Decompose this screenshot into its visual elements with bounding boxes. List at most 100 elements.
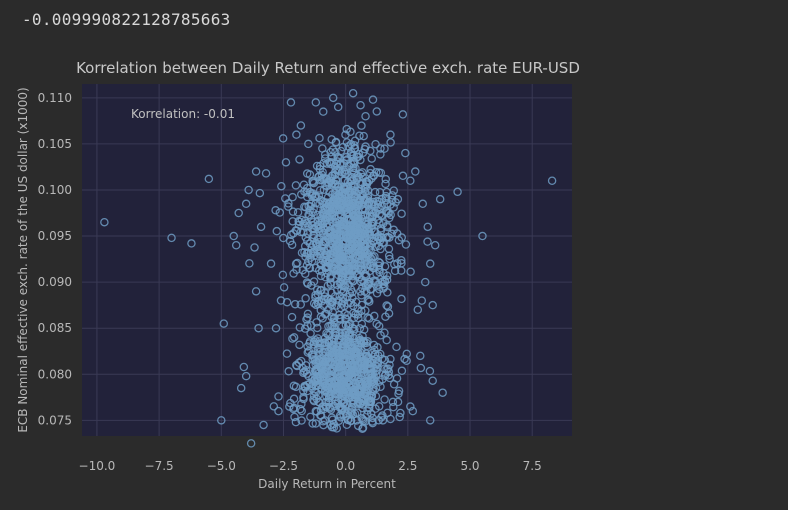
data-point	[291, 417, 301, 427]
data-point	[310, 191, 320, 201]
data-point	[311, 293, 320, 302]
data-point	[297, 416, 306, 425]
data-point	[246, 439, 256, 448]
data-point	[167, 233, 176, 243]
data-point	[320, 338, 330, 347]
data-point	[316, 411, 325, 420]
data-point	[340, 407, 349, 416]
y-tick-label: 0.085	[38, 321, 72, 335]
data-point	[393, 397, 403, 407]
data-point	[305, 339, 314, 348]
data-point	[321, 216, 330, 225]
data-point	[296, 121, 306, 130]
data-point	[354, 198, 364, 207]
data-point	[288, 334, 297, 343]
data-point	[363, 224, 373, 234]
data-point	[287, 240, 297, 250]
data-point	[386, 354, 395, 364]
data-point	[307, 256, 317, 266]
data-point	[356, 261, 366, 271]
data-point	[306, 214, 316, 224]
data-point	[349, 308, 358, 318]
data-point	[272, 226, 282, 236]
data-point	[336, 314, 345, 324]
data-point	[293, 208, 303, 217]
data-point	[282, 297, 292, 307]
data-point	[425, 259, 435, 268]
data-point	[335, 314, 344, 323]
data-point	[372, 107, 382, 116]
data-point	[342, 328, 351, 337]
data-point	[335, 411, 345, 420]
data-point	[327, 135, 336, 144]
data-point	[287, 312, 297, 322]
data-point	[274, 392, 283, 401]
data-point	[325, 187, 334, 197]
data-point	[294, 216, 303, 226]
data-point	[319, 420, 328, 430]
data-point	[375, 210, 384, 219]
data-point	[359, 325, 369, 334]
data-point	[333, 102, 343, 112]
data-point	[391, 198, 400, 207]
data-point	[291, 181, 301, 190]
data-point	[420, 277, 430, 287]
data-point	[371, 277, 380, 287]
data-point	[423, 222, 432, 232]
data-point	[329, 322, 338, 332]
data-point	[348, 366, 358, 376]
data-point	[315, 133, 324, 143]
data-point	[411, 167, 420, 176]
data-point	[380, 144, 389, 153]
data-point	[372, 319, 381, 329]
data-point	[328, 93, 338, 103]
data-point	[303, 386, 312, 396]
data-point	[383, 302, 393, 311]
data-point	[344, 161, 354, 171]
data-point	[354, 211, 363, 221]
data-point	[351, 253, 360, 262]
data-point	[297, 399, 306, 409]
data-point	[289, 394, 299, 404]
data-point	[292, 265, 301, 275]
data-point	[327, 171, 337, 180]
data-point	[361, 219, 370, 228]
data-point	[261, 169, 271, 178]
data-point	[339, 398, 348, 408]
data-point	[368, 95, 378, 104]
data-point	[347, 176, 357, 185]
x-tick-label: −7.5	[145, 459, 174, 473]
x-tick-label: 5.0	[460, 459, 479, 473]
data-point	[304, 371, 313, 381]
data-point	[360, 182, 370, 191]
data-point	[317, 214, 326, 223]
data-point	[339, 202, 348, 212]
data-point	[355, 131, 364, 141]
data-point	[286, 98, 296, 107]
data-point	[344, 264, 353, 274]
data-point	[322, 383, 332, 392]
data-point	[376, 226, 386, 236]
data-point	[344, 244, 354, 253]
data-point	[348, 88, 358, 98]
data-point	[352, 217, 362, 227]
data-point	[338, 346, 348, 355]
data-points	[100, 88, 557, 448]
data-point	[320, 416, 330, 425]
data-point	[384, 251, 394, 261]
data-point	[354, 207, 363, 217]
data-point	[329, 195, 339, 205]
data-point	[371, 139, 380, 149]
data-point	[359, 131, 368, 141]
data-point	[345, 380, 354, 390]
data-point	[311, 357, 321, 367]
data-point	[386, 200, 395, 209]
data-point	[303, 309, 313, 319]
data-point	[313, 334, 323, 343]
data-point	[339, 301, 349, 311]
data-point	[334, 362, 344, 372]
data-point	[278, 134, 288, 143]
data-point	[329, 419, 338, 429]
data-point	[278, 270, 288, 280]
